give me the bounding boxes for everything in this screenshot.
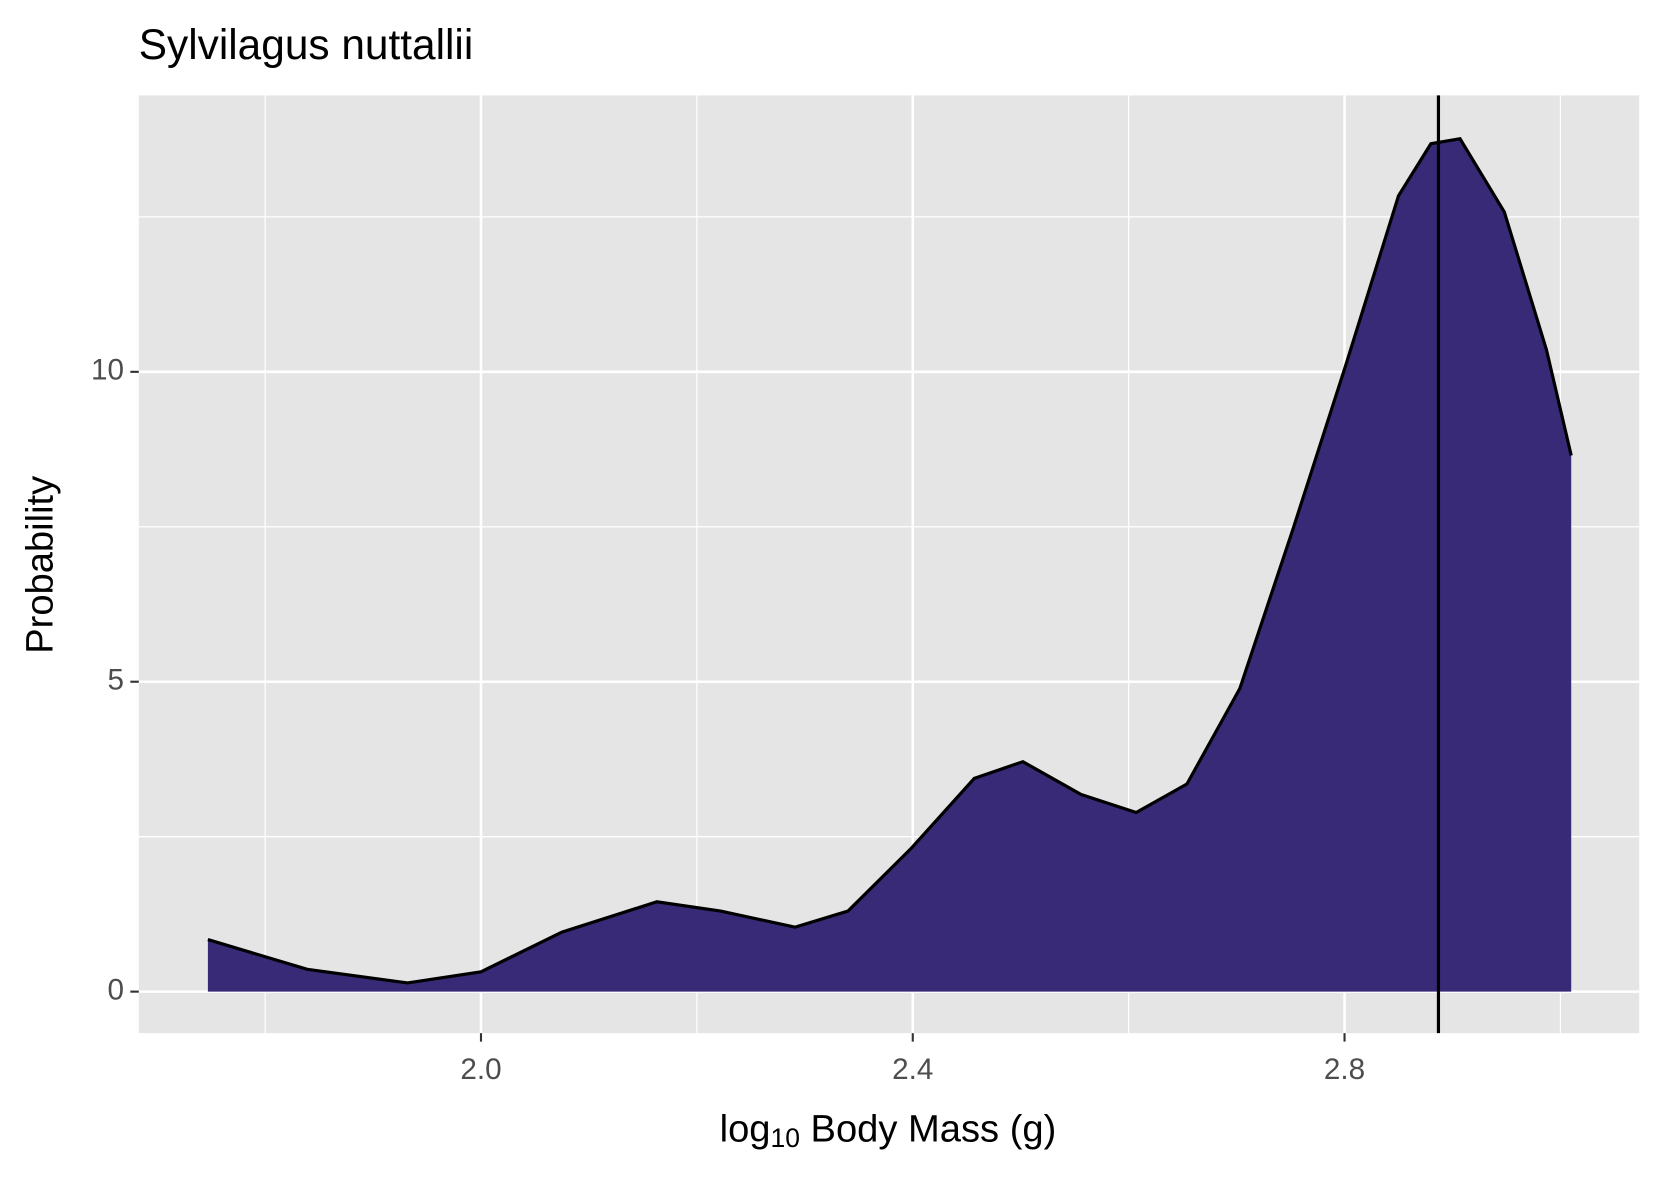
y-tick-label: 0 [107, 973, 124, 1006]
x-tick-label: 2.4 [892, 1053, 933, 1086]
density-area [207, 138, 1572, 992]
x-axis-label: log10 Body Mass (g) [720, 1108, 1057, 1153]
x-label-base: log [720, 1108, 771, 1151]
chart-title: Sylvilagus nuttallii [139, 21, 473, 68]
y-tick-label: 10 [91, 354, 124, 387]
y-axis-label: Probability [18, 476, 61, 654]
x-tick-label: 2.8 [1324, 1053, 1365, 1086]
x-label-rest: Body Mass (g) [800, 1108, 1056, 1151]
y-tick-label: 5 [107, 664, 124, 697]
x-label-subscript: 10 [770, 1123, 799, 1153]
x-tick-label: 2.0 [460, 1053, 501, 1086]
density-line [207, 137, 1573, 985]
